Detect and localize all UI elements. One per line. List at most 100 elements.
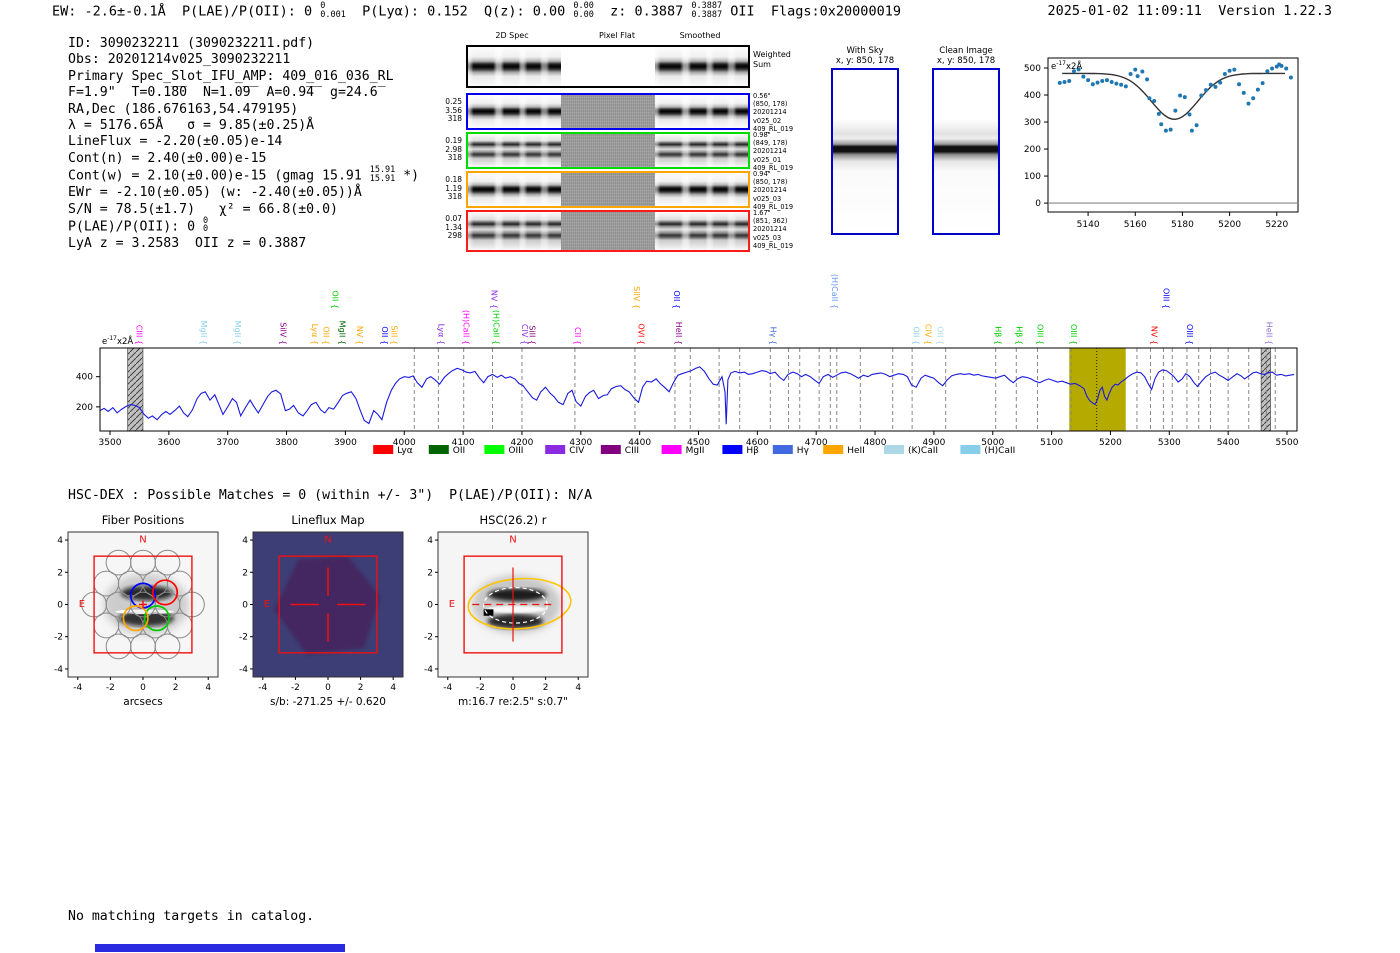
hsc-dex-status: HSC-DEX : Possible Matches = 0 (within +… <box>68 488 593 503</box>
fiber-circle <box>154 549 181 576</box>
spectral-line-label: CIV { <box>924 324 933 345</box>
spectrum-data-point <box>1163 128 1168 133</box>
spectrum-data-point <box>1071 69 1076 74</box>
north-label: N <box>324 534 331 545</box>
spectrum-data-point <box>1133 67 1138 72</box>
flux-units-annotation: e-17x2Å <box>102 335 133 347</box>
info-line: F=1.9" T=0.1̅8̅0 N=1.0̅9̅ A=0.9̅4̅ g=24.… <box>68 85 378 101</box>
info-line: LyA z = 3.2583 OII z = 0.3887 <box>68 235 307 251</box>
spectrum-data-point <box>1199 93 1204 98</box>
spectrum-data-point <box>1208 82 1213 87</box>
legend-label: CIV <box>569 446 585 456</box>
spectrum-data-point <box>1218 80 1223 85</box>
info-line: ID: 3090232211 (3090232211.pdf) <box>68 36 315 51</box>
hsc-cutout-title: HSC(26.2) r <box>479 513 547 527</box>
spectrum-data-point <box>1270 66 1275 71</box>
x-tick-label: 5100 <box>1040 438 1063 448</box>
spectral-line-label: MgII { <box>199 321 208 345</box>
x-tick-label: 4800 <box>864 438 887 448</box>
x-tick-label: 4 <box>390 683 396 693</box>
header-datetime-version: 2025-01-02 11:09:11 Version 1.22.3 <box>1048 3 1333 19</box>
x-tick-label: 4900 <box>922 438 945 448</box>
spectrum-data-point <box>1076 67 1081 72</box>
info-line: LineFlux = -2.20(±0.05)e-14 <box>68 134 283 150</box>
sup-sub-value: 15.91 15.91 <box>369 165 396 184</box>
spectrum-data-point <box>1189 128 1194 133</box>
spec2d-row <box>466 132 750 169</box>
spectrum-data-point <box>1159 122 1164 127</box>
x-tick-label: 4300 <box>569 438 592 448</box>
masked-region-band <box>127 347 144 432</box>
spectrum-data-point <box>1213 84 1218 89</box>
detection-info-block: ID: 3090232211 (3090232211.pdf) Obs: 2020… <box>68 36 419 252</box>
spectral-line-label: CIII { <box>134 325 143 345</box>
spectral-line-label: OII { <box>380 326 389 345</box>
info-line: Cont(n) = 2.40(±0.00)e-15 <box>68 150 267 166</box>
x-tick-label: -4 <box>443 683 452 693</box>
spectrum-data-point <box>1081 74 1086 79</box>
spectral-line-label: MgII { <box>338 321 347 345</box>
spectrum-data-point <box>1204 88 1209 93</box>
legend-swatch <box>600 445 621 454</box>
legend-swatch <box>772 445 793 454</box>
spec2d-image <box>468 212 562 250</box>
spectral-line-label: MgII { <box>233 321 242 345</box>
next-row-marker-bar <box>95 944 345 952</box>
spectral-line-label: OIII { <box>1069 324 1078 345</box>
y-tick-label: 4 <box>57 536 63 546</box>
spectrum-data-point <box>1067 78 1072 83</box>
spectral-line-label: Hγ { <box>768 327 777 345</box>
extraction-box <box>278 555 378 654</box>
col-title-pixelflat: Pixel Flat <box>599 31 635 40</box>
y-tick-label: 200 <box>76 403 93 413</box>
dark-knot <box>483 609 494 616</box>
spectrum-data-point <box>1241 90 1246 95</box>
x-tick-label: 5300 <box>1158 438 1181 448</box>
clean-image <box>932 68 1000 235</box>
fiber-weight-labels: 0.25 3.56 318 <box>445 97 462 124</box>
legend-swatch <box>484 445 505 454</box>
spectral-line-label: OII { <box>911 326 920 345</box>
legend-swatch <box>428 445 449 454</box>
spectrum-data-point <box>1237 82 1242 87</box>
x-tick-label: 4500 <box>687 438 710 448</box>
x-tick-label: 3900 <box>334 438 357 448</box>
spectrum-data-point <box>1187 112 1192 117</box>
emission-line-highlight-band <box>1069 348 1126 431</box>
y-tick-label: 4 <box>427 536 433 546</box>
y-tick-label: 0 <box>57 601 63 611</box>
spectrum-data-point <box>1168 127 1173 132</box>
spectrum-data-point <box>1194 123 1199 128</box>
x-tick-label: 5500 <box>1276 438 1299 448</box>
x-tick-label: 5140 <box>1077 220 1100 230</box>
spectral-line-label: SiII { <box>528 325 537 345</box>
y-tick-label: 300 <box>1024 118 1041 128</box>
y-tick-label: 100 <box>1024 172 1041 182</box>
north-label: N <box>139 534 146 545</box>
masked-region-band <box>1260 347 1271 432</box>
spectrum-data-point <box>1227 68 1232 73</box>
selected-fiber-circle <box>122 605 149 632</box>
spec2d-row <box>466 45 750 88</box>
spec2d-row <box>466 93 750 130</box>
fiber-id-labels: 1.67" (851, 362) 20201214 v025_03 409_RL_019 <box>753 209 794 250</box>
extraction-box <box>463 555 563 654</box>
y-tick-label: -4 <box>54 665 63 675</box>
fiber-id-labels: 0.94" (850, 178) 20201214 v025_03 409_RL_019 <box>753 170 794 211</box>
spectral-line-label: OII { <box>330 290 339 309</box>
spectral-line-label: Hβ { <box>994 326 1003 345</box>
spectrum-data-point <box>1232 67 1237 72</box>
spectrum-data-point <box>1123 84 1128 89</box>
sup-sub-value: 0.00 0.00 <box>573 1 594 20</box>
selected-fiber-circle <box>151 579 179 606</box>
legend-swatch <box>722 445 743 454</box>
spectral-line-label: OIII { <box>1161 288 1170 309</box>
spec2d-image <box>468 134 562 167</box>
spectrum-data-point <box>1178 93 1183 98</box>
x-tick-label: 5180 <box>1171 220 1194 230</box>
x-tick-label: 0 <box>140 683 146 693</box>
header-version: Version 1.22.3 <box>1218 3 1332 19</box>
cutout-xlabel: s/b: -271.25 +/- 0.620 <box>270 696 386 708</box>
